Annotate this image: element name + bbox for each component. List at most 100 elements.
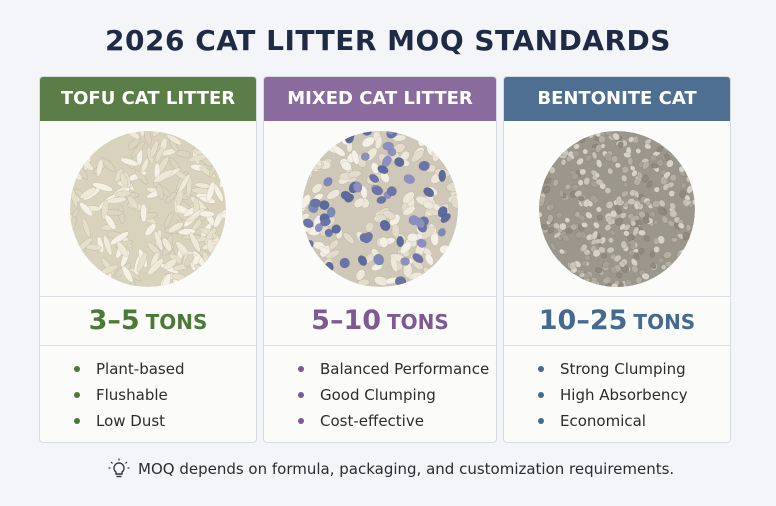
granule	[539, 196, 545, 204]
feature-item: High Absorbency	[504, 382, 730, 408]
granule	[627, 197, 636, 205]
granule	[155, 146, 164, 162]
granule	[539, 130, 542, 137]
granule	[191, 252, 201, 267]
granule	[206, 180, 216, 202]
granule	[587, 199, 594, 207]
granule	[562, 283, 570, 287]
granules	[539, 130, 695, 287]
granule	[153, 169, 173, 183]
granule	[362, 231, 373, 243]
granule	[331, 223, 342, 234]
litter-image	[539, 130, 695, 287]
granule	[312, 130, 322, 141]
granule	[666, 130, 673, 136]
granule	[649, 249, 656, 258]
granule	[149, 139, 159, 158]
granule	[653, 186, 660, 193]
granule	[577, 179, 584, 186]
feature-item: Economical	[504, 408, 730, 434]
amount: 5–10	[311, 305, 382, 336]
granule	[598, 246, 606, 253]
granule	[77, 271, 94, 280]
granule	[120, 157, 139, 166]
footer-note: MOQ depends on formula, packaging, and c…	[138, 460, 675, 478]
granule	[70, 268, 89, 276]
granule	[406, 232, 419, 242]
granule	[578, 195, 585, 201]
granule	[689, 246, 695, 254]
granule	[657, 256, 665, 263]
granule	[658, 199, 666, 207]
granule	[348, 169, 362, 178]
granule	[454, 141, 458, 151]
bullet	[74, 366, 80, 372]
granule	[689, 168, 695, 175]
amount-row: 10–25 TONS	[504, 297, 730, 346]
granule	[592, 230, 598, 238]
granule	[548, 146, 558, 153]
granule	[547, 277, 555, 285]
granule	[439, 258, 449, 268]
granule	[94, 130, 106, 142]
granule	[629, 238, 636, 246]
granule	[166, 133, 183, 145]
granule	[649, 210, 656, 218]
granule	[82, 217, 91, 237]
granule	[221, 153, 226, 169]
granule	[431, 134, 443, 143]
granule	[213, 130, 224, 146]
granule	[610, 209, 618, 218]
granule	[621, 165, 629, 174]
granule	[665, 279, 673, 287]
granule	[653, 284, 662, 287]
granule	[548, 146, 557, 154]
granule	[70, 147, 82, 154]
granule	[74, 139, 88, 150]
granule	[215, 259, 226, 275]
granule	[662, 277, 669, 284]
granule	[608, 236, 614, 243]
granule	[134, 169, 148, 184]
granule	[682, 231, 690, 240]
granule	[571, 183, 579, 190]
granule	[90, 130, 108, 138]
granule	[376, 195, 387, 204]
granule	[539, 134, 546, 142]
granule	[175, 149, 191, 158]
granule	[377, 164, 389, 174]
granule	[658, 131, 666, 140]
granule	[553, 231, 562, 238]
bullet	[538, 366, 544, 372]
granule	[581, 243, 588, 251]
granule	[619, 223, 626, 230]
granule	[200, 142, 217, 152]
granule	[161, 236, 172, 252]
granule	[539, 272, 544, 280]
feature-text: High Absorbency	[560, 386, 688, 404]
granule	[581, 259, 588, 266]
granule	[596, 214, 603, 220]
granule	[445, 276, 454, 287]
image-area	[264, 121, 496, 297]
granule	[681, 141, 688, 148]
granule	[136, 251, 148, 273]
granule	[357, 254, 368, 266]
granule	[390, 255, 399, 272]
card: MIXED CAT LITTER 5–10 TONS Balanced Perform…	[263, 76, 497, 443]
granule	[658, 134, 665, 143]
granule	[204, 226, 217, 245]
granule	[653, 245, 660, 253]
granule	[585, 211, 593, 219]
granule	[310, 272, 321, 286]
granule	[539, 211, 543, 218]
granule	[412, 252, 424, 263]
granule	[650, 262, 657, 269]
granule	[571, 283, 578, 287]
title: 2026 CAT LITTER MOQ STANDARDS	[105, 24, 671, 57]
granule	[302, 268, 311, 278]
granule	[678, 282, 686, 287]
granule	[668, 189, 675, 197]
granule	[450, 258, 458, 269]
granule	[542, 263, 548, 270]
